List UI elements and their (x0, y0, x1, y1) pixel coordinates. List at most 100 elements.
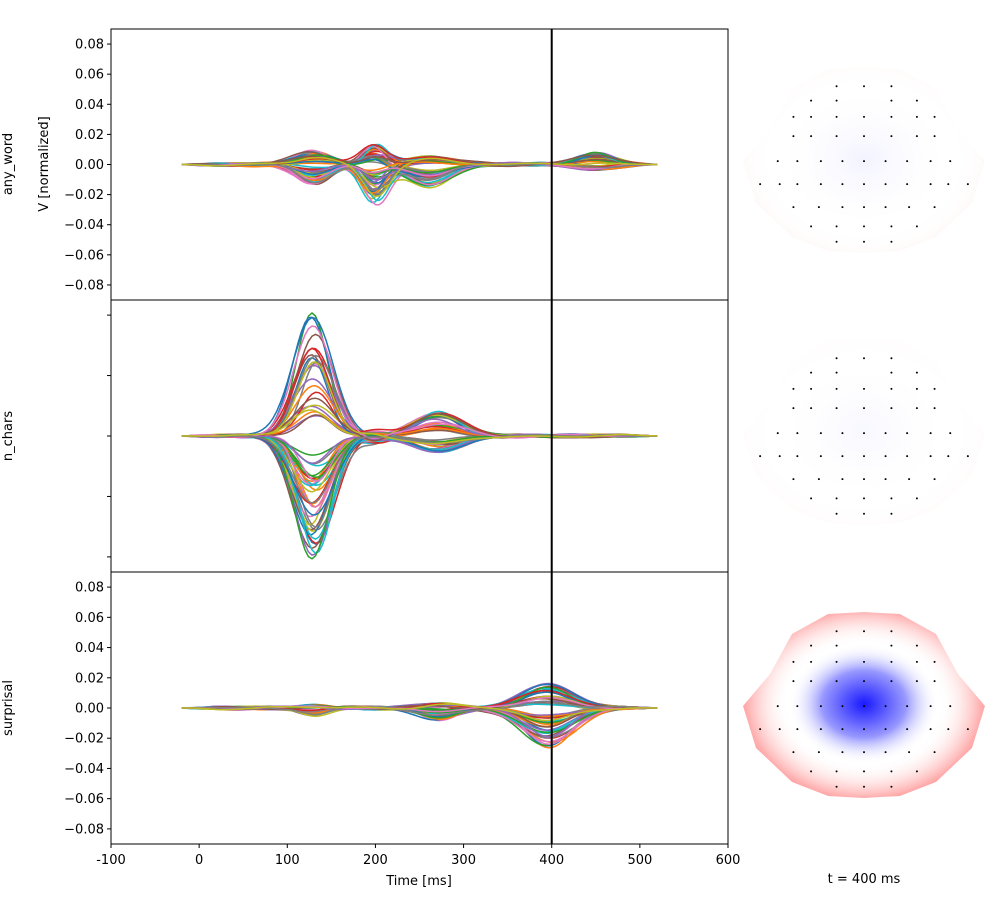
channel-trace (181, 433, 658, 550)
electrode-marker (915, 680, 918, 683)
electrode-marker (776, 160, 779, 163)
electrode-marker (792, 478, 795, 481)
y-tick-label: 0.04 (75, 641, 104, 656)
channel-lines (181, 682, 658, 749)
electrode-marker (949, 705, 952, 708)
electrode-marker (929, 183, 932, 186)
y-tick-label: −0.08 (64, 278, 104, 293)
electrode-marker (863, 497, 865, 500)
electrode-marker (776, 705, 779, 708)
electrode-marker (835, 240, 838, 243)
electrode-marker (863, 240, 865, 243)
electrode-marker (890, 99, 893, 102)
electrode-marker (819, 160, 822, 163)
electrode-marker (966, 728, 969, 731)
electrode-marker (915, 115, 918, 118)
electrode-marker (933, 680, 936, 683)
channel-lines (181, 143, 658, 206)
electrode-marker (863, 728, 865, 731)
topomap (743, 67, 985, 253)
y-tick-label: 0.00 (75, 702, 104, 717)
x-tick-label: 600 (716, 853, 741, 868)
y-tick-label: 0.08 (75, 581, 104, 596)
electrode-marker (890, 371, 893, 374)
y-tick-label: −0.08 (64, 822, 104, 837)
electrode-marker (863, 630, 865, 633)
electrode-marker (835, 371, 838, 374)
electrode-marker (863, 660, 865, 663)
electrode-marker (933, 407, 936, 410)
row-label: n_chars (1, 411, 16, 461)
x-tick-label: 300 (451, 853, 476, 868)
electrode-marker (810, 225, 813, 228)
electrode-marker (759, 728, 762, 731)
electrode-marker (863, 115, 865, 118)
electrode-marker (890, 115, 893, 118)
electrode-marker (908, 751, 911, 754)
electrode-marker (906, 728, 909, 731)
channel-trace (181, 703, 658, 722)
channel-trace (181, 434, 658, 504)
channel-trace (181, 434, 658, 560)
y-tick-label: 0.00 (75, 158, 104, 173)
electrode-marker (863, 705, 865, 708)
electrode-marker (819, 728, 822, 731)
x-tick-label: -100 (96, 853, 126, 868)
electrode-marker (835, 225, 838, 228)
electrode-marker (863, 512, 865, 515)
electrode-marker (915, 371, 918, 374)
electrode-marker (863, 478, 865, 481)
electrode-marker (796, 183, 799, 186)
electrode-marker (906, 160, 909, 163)
y-tick-label: 0.02 (75, 671, 104, 686)
electrode-marker (817, 751, 820, 754)
electrode-marker (949, 160, 952, 163)
electrode-marker (915, 135, 918, 138)
electrode-marker (792, 135, 795, 138)
electrode-marker (776, 432, 779, 435)
electrode-marker (933, 387, 936, 390)
electrode-marker (863, 455, 865, 458)
electrode-marker (884, 206, 887, 209)
electrode-marker (835, 407, 838, 410)
electrode-marker (835, 357, 838, 360)
electrode-marker (915, 387, 918, 390)
electrode-marker (792, 115, 795, 118)
electrode-marker (890, 660, 893, 663)
electrode-marker (810, 135, 813, 138)
x-tick-label: 400 (539, 853, 564, 868)
y-tick-label: 0.02 (75, 128, 104, 143)
y-tick-label: −0.04 (64, 218, 104, 233)
channel-trace (181, 163, 658, 191)
electrode-marker (949, 432, 952, 435)
electrode-marker (947, 183, 950, 186)
electrode-marker (947, 728, 950, 731)
electrode-marker (759, 183, 762, 186)
electrode-marker (906, 183, 909, 186)
electrode-marker (890, 680, 893, 683)
electrode-marker (841, 705, 844, 708)
electrode-marker (890, 135, 893, 138)
electrode-marker (906, 455, 909, 458)
electrode-marker (792, 751, 795, 754)
x-tick-label: 100 (275, 853, 300, 868)
electrode-marker (810, 371, 813, 374)
x-ticks: -100 0 100 200 300 400 500 600 (96, 844, 740, 868)
electrode-marker (908, 206, 911, 209)
electrode-marker (884, 455, 887, 458)
electrode-marker (863, 206, 865, 209)
electrode-marker (810, 660, 813, 663)
channel-trace (181, 434, 658, 516)
electrode-marker (929, 455, 932, 458)
electrode-marker (778, 183, 781, 186)
electrode-marker (863, 183, 865, 186)
y-tick-label: 0.08 (75, 38, 104, 53)
electrode-marker (835, 785, 838, 788)
electrode-marker (817, 478, 820, 481)
electrode-marker (947, 455, 950, 458)
electrode-marker (966, 183, 969, 186)
electrode-marker (810, 770, 813, 773)
electrode-marker (890, 512, 893, 515)
electrode-marker (915, 99, 918, 102)
